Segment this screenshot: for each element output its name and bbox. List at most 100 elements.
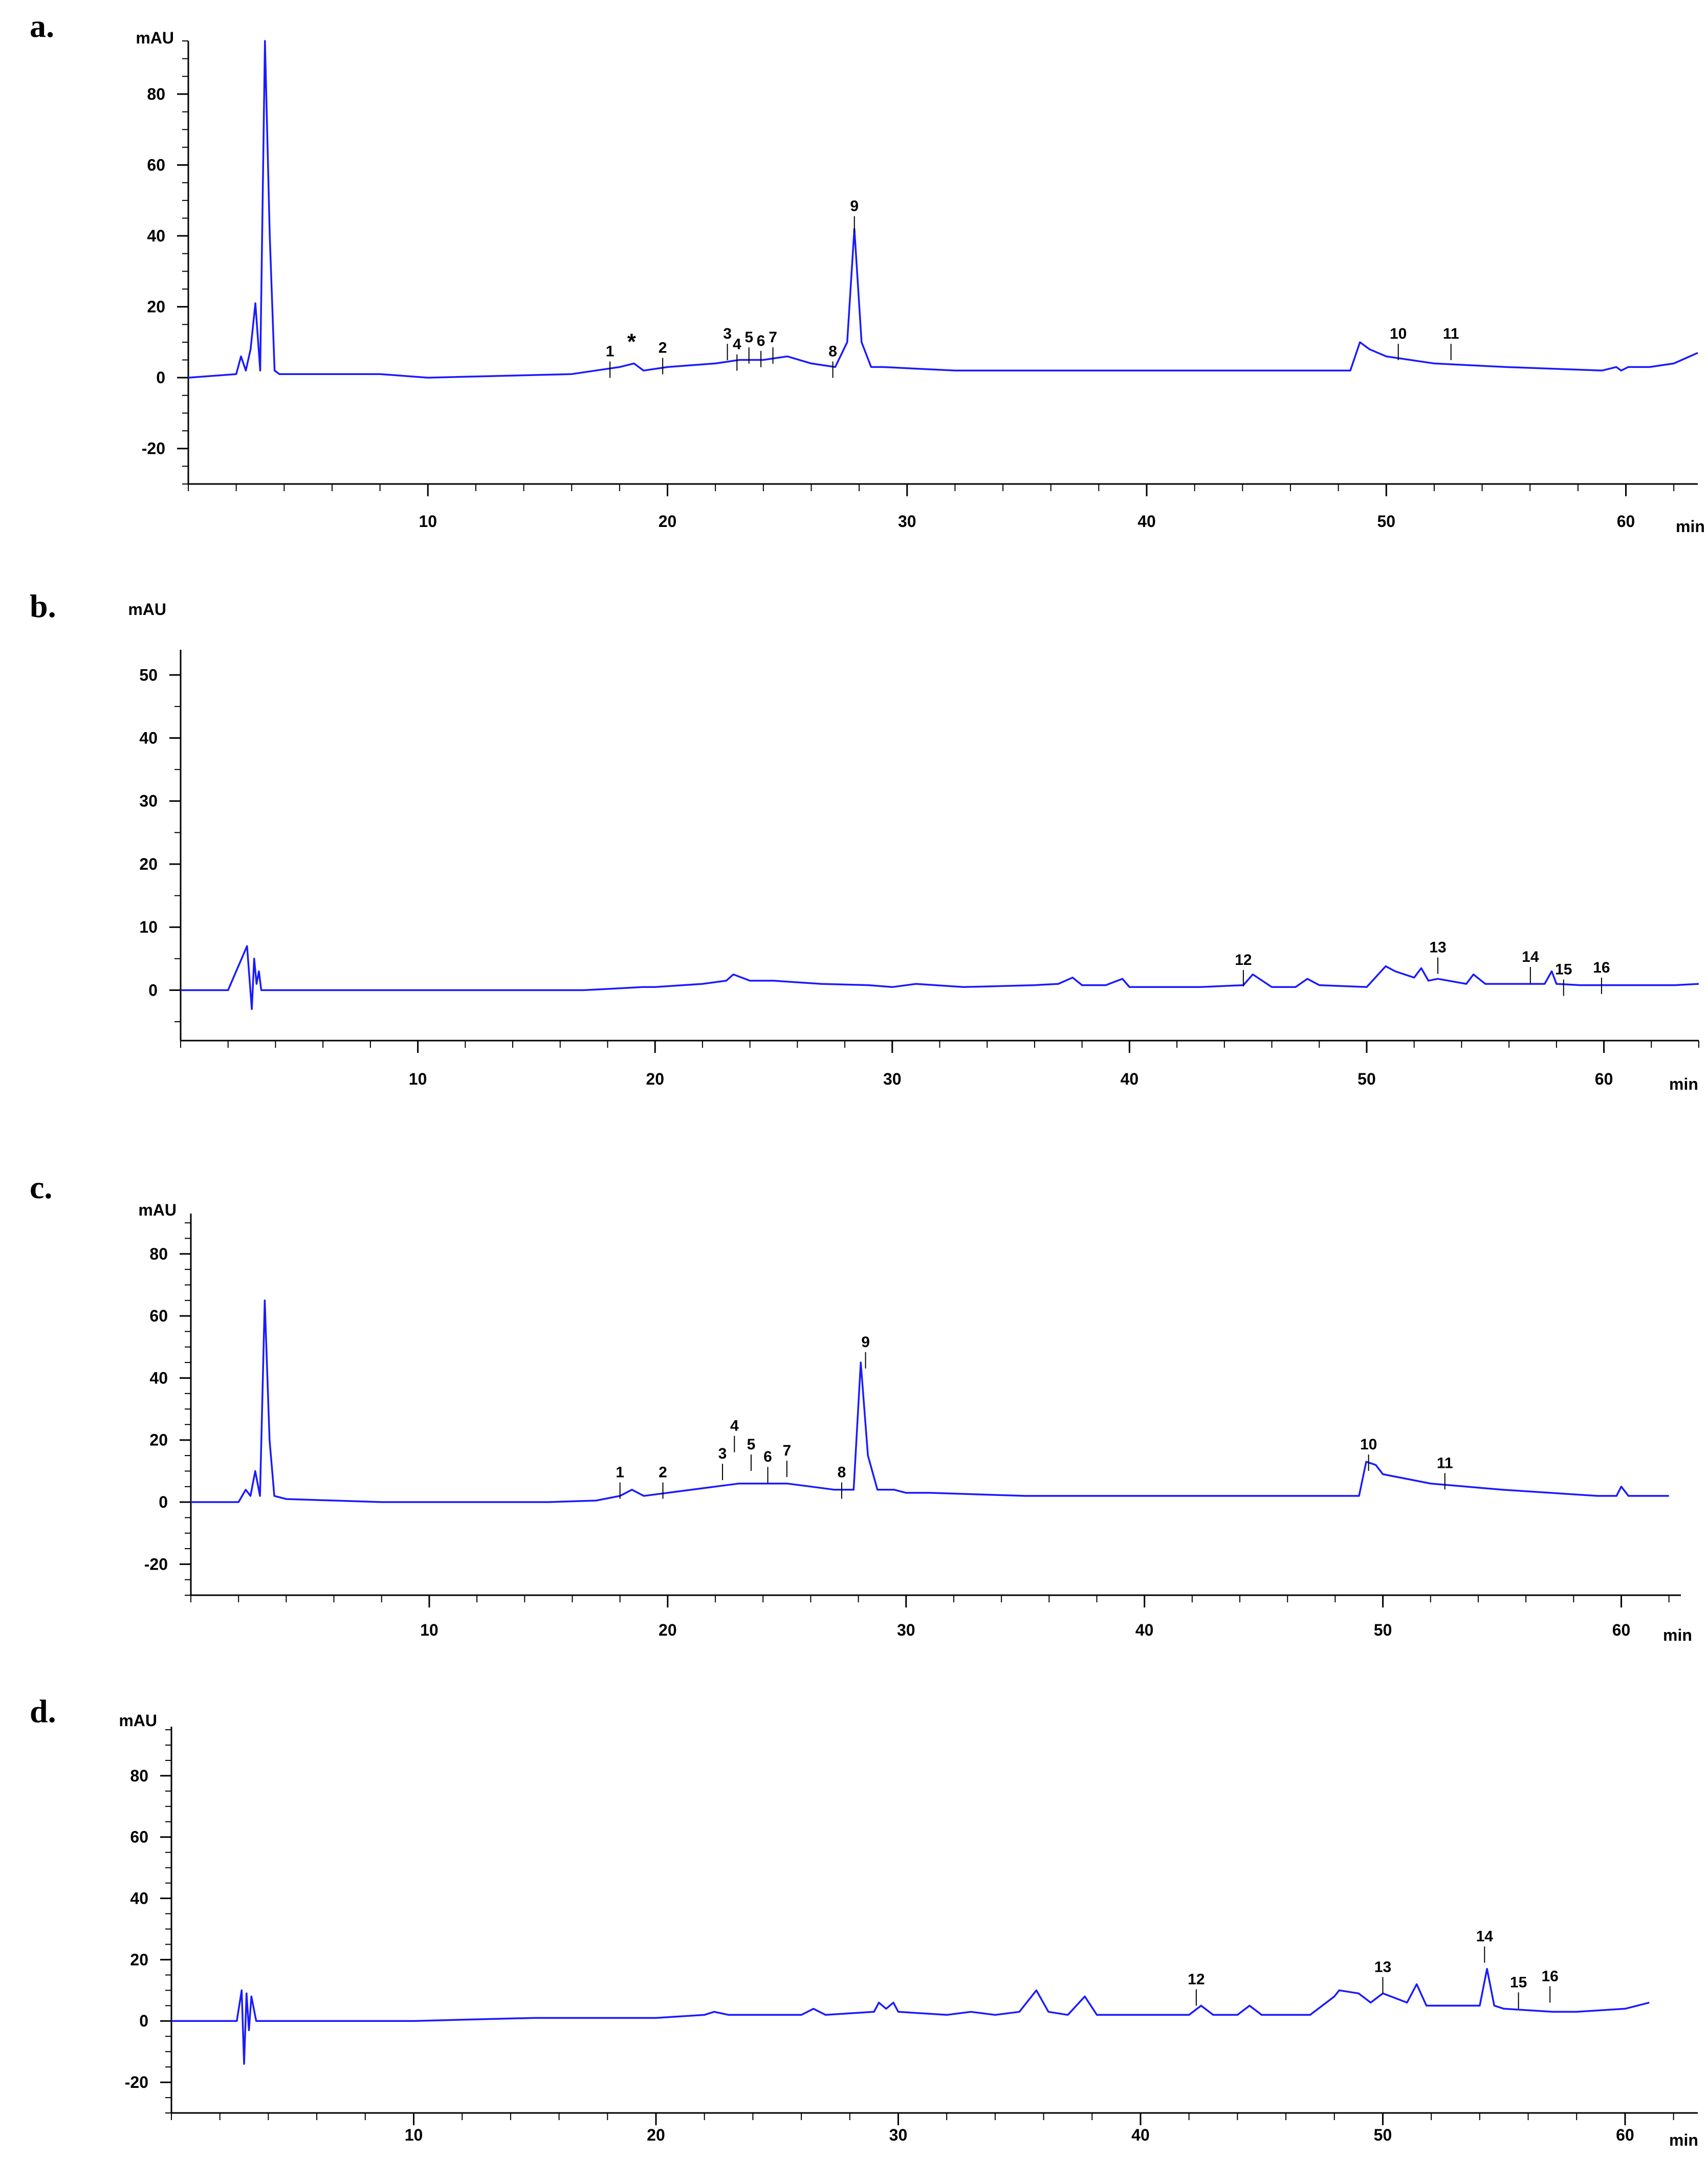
x-tick-label: 30	[883, 1070, 902, 1088]
y-tick-label: 20	[139, 855, 158, 873]
x-tick-label: 20	[647, 2126, 665, 2144]
peak-label: 14	[1476, 1928, 1494, 1945]
y-tick-label: 0	[159, 1493, 168, 1511]
peak-label: 2	[659, 1464, 667, 1481]
chromatogram-trace	[191, 1299, 1669, 1503]
peak-label: 1	[616, 1464, 624, 1481]
peak-label: *	[627, 329, 637, 355]
chromatogram-trace	[188, 40, 1698, 379]
panel-label-a: a.	[30, 8, 54, 44]
y-tick-label: 60	[149, 1307, 168, 1325]
y-tick-label: 50	[139, 666, 158, 684]
x-tick-label: 60	[1617, 512, 1635, 531]
x-tick-label: 10	[420, 1621, 439, 1639]
y-tick-label: 0	[156, 368, 165, 387]
x-tick-label: 10	[419, 512, 437, 531]
y-tick-label: 60	[130, 1828, 148, 1846]
peak-label: 13	[1374, 1958, 1391, 1975]
y-tick-label: 40	[139, 729, 158, 747]
y-tick-label: 80	[147, 85, 165, 103]
peak-label: 8	[838, 1464, 846, 1481]
y-tick-label: -20	[125, 2073, 148, 2091]
panel-label-b: b.	[30, 588, 56, 624]
y-unit-label: mAU	[128, 600, 166, 619]
y-tick-label: 0	[148, 981, 158, 999]
x-tick-label: 50	[1357, 1070, 1376, 1088]
y-tick-label: -20	[142, 439, 165, 458]
x-tick-label: 20	[659, 512, 677, 531]
y-unit-label: mAU	[119, 1711, 157, 1730]
panel-label-c: c.	[30, 1169, 53, 1205]
peak-label: 5	[744, 329, 753, 346]
x-tick-label: 10	[409, 1070, 427, 1088]
chromatogram-d: 10 20 30 40 50 60 80 60 40 20 0 -20 mAU min 12 13 14 15 16	[119, 1711, 1698, 2149]
peak-label: 3	[718, 1445, 727, 1462]
x-unit-label: min	[1669, 1075, 1698, 1093]
peak-label: 5	[747, 1436, 756, 1453]
peak-label: 6	[757, 333, 765, 349]
x-tick-label: 60	[1616, 2126, 1634, 2144]
y-tick-label: 20	[147, 298, 165, 316]
x-tick-label: 20	[659, 1621, 677, 1639]
x-tick-label: 30	[889, 2126, 908, 2144]
x-unit-label: min	[1663, 1626, 1692, 1644]
peak-label: 7	[782, 1442, 791, 1459]
y-tick-label: 20	[130, 1950, 148, 1969]
peak-label: 15	[1510, 1974, 1527, 1991]
chromatogram-panel-c: c. 10 20 30 40 50 60 80 60 40 20 0 -20 mAU min 1 2 3 4 5 6 7…	[0, 1166, 1708, 1668]
x-tick-label: 30	[898, 512, 916, 531]
x-tick-label: 40	[1121, 1070, 1139, 1088]
y-tick-label: 40	[147, 227, 165, 245]
peak-label: 9	[861, 1334, 870, 1351]
y-tick-label: 30	[139, 792, 158, 810]
peak-label: 12	[1188, 1971, 1205, 1988]
chromatogram-panel-d: d. 10 20 30 40 50 60 80 60 40 20 0 -20 mAU min 12 13 14 1…	[0, 1688, 1708, 2159]
peak-label: 16	[1593, 959, 1610, 976]
peak-label: 11	[1443, 325, 1459, 342]
chromatogram-trace	[181, 945, 1699, 1010]
peak-label: 9	[850, 198, 859, 215]
peak-label: 3	[723, 325, 732, 342]
y-tick-label: 40	[130, 1889, 148, 1908]
peak-label: 11	[1437, 1455, 1453, 1471]
x-unit-label: min	[1676, 517, 1705, 536]
y-unit-label: mAU	[136, 29, 174, 47]
peak-label: 10	[1390, 325, 1407, 342]
peak-label: 10	[1360, 1436, 1377, 1453]
peak-label: 8	[828, 343, 837, 360]
x-tick-label: 40	[1135, 1621, 1154, 1639]
x-tick-label: 20	[646, 1070, 664, 1088]
x-tick-label: 10	[405, 2126, 423, 2144]
peak-label: 13	[1429, 939, 1446, 956]
y-tick-label: 40	[149, 1369, 168, 1387]
x-tick-label: 50	[1377, 512, 1395, 531]
peak-label: 1	[606, 343, 615, 360]
x-tick-label: 50	[1374, 2126, 1392, 2144]
chromatogram-b: 10 20 30 40 50 60 50 40 30 20 10 0 mAU min 12 13 14 15 16	[128, 600, 1699, 1093]
peak-label: 14	[1522, 949, 1539, 965]
y-tick-label: 0	[139, 2012, 148, 2030]
chromatogram-a: 10 20 30 40 50 60 80 60 40 20 0 -20 mAU min 1 * 2 34 5 6 7 8 9…	[136, 29, 1705, 536]
peak-label: 15	[1555, 961, 1572, 978]
peak-label: 4	[733, 336, 741, 353]
peak-label: 7	[769, 329, 777, 346]
y-tick-label: -20	[144, 1555, 168, 1573]
chromatogram-panel-b: b. 10 20 30 40 50 60 50 40 30 20 10 0 mAU min 12 13 14 15…	[0, 573, 1708, 1120]
x-tick-label: 40	[1131, 2126, 1150, 2144]
panel-label-d: d.	[30, 1693, 56, 1729]
peak-label: 2	[659, 340, 667, 357]
peak-label: 16	[1541, 1968, 1558, 1985]
y-tick-label: 10	[139, 918, 158, 936]
peak-label: 4	[730, 1418, 739, 1435]
x-unit-label: min	[1669, 2131, 1698, 2149]
peak-label: 12	[1235, 952, 1252, 968]
x-tick-label: 40	[1137, 512, 1156, 531]
y-tick-label: 20	[149, 1431, 168, 1449]
peak-label: 6	[763, 1448, 772, 1465]
y-tick-label: 60	[147, 156, 165, 174]
chromatogram-panel-a: a. 10 20 30 40 50 60 80 60 40 20 0 -20 mAU min 1 * 2 3 4 5 6…	[0, 0, 1708, 536]
x-tick-label: 50	[1374, 1621, 1392, 1639]
chromatogram-trace	[171, 1968, 1650, 2065]
x-tick-label: 60	[1595, 1070, 1613, 1088]
